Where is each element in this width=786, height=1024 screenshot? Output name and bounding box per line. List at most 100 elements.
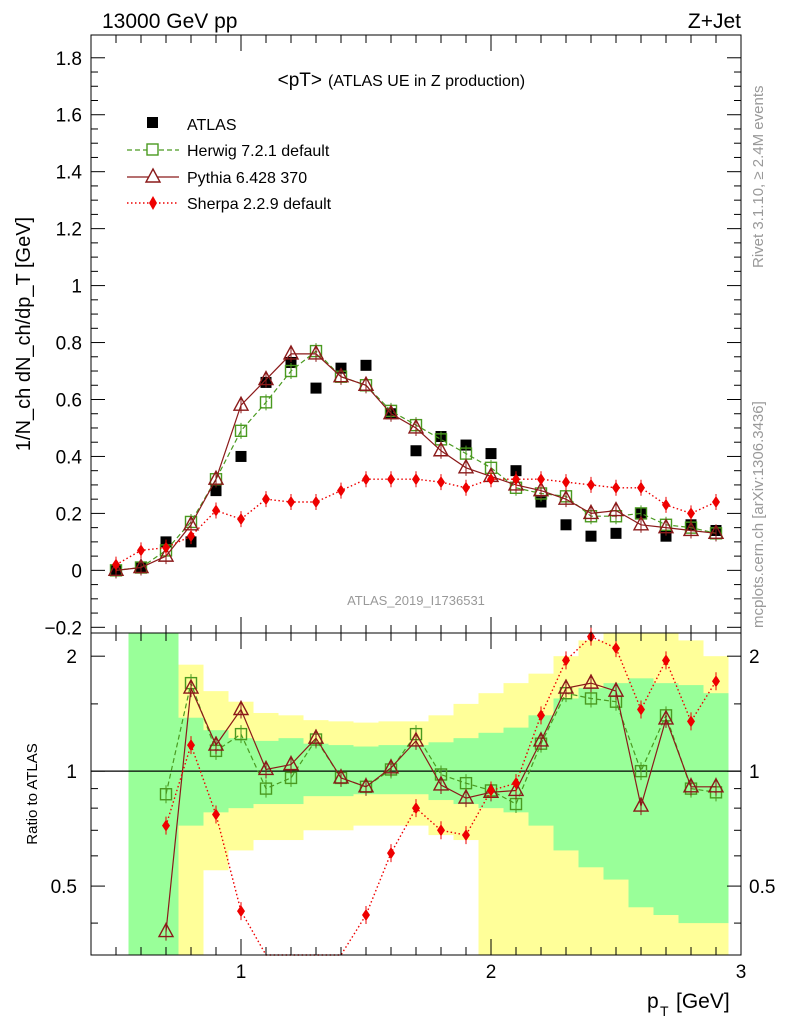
main-point-pythia: [407, 418, 425, 434]
main-line-pythia: [115, 353, 717, 571]
ratio-point-pythia: [632, 796, 650, 812]
main-point-herwig: [234, 424, 248, 438]
xtick-label: 3: [736, 962, 747, 983]
main-point-sherpa: [237, 513, 245, 526]
main-point-sherpa: [712, 496, 720, 509]
ratio-ytick-label-right: 1: [749, 762, 760, 783]
ratio-band-green: [603, 683, 629, 880]
main-point-pythia: [357, 375, 375, 391]
main-series-layer: [107, 343, 725, 579]
main-ytick-label: 1.4: [56, 163, 83, 184]
ratio-series-layer: [157, 627, 725, 956]
xlabel-t: T: [660, 1003, 669, 1019]
main-point-sherpa: [262, 493, 270, 506]
ratio-point-sherpa: [712, 675, 720, 688]
main-point-pythia: [257, 370, 275, 386]
main-point-pythia: [232, 395, 250, 411]
ratio-point-sherpa: [562, 654, 570, 667]
ratio-point-sherpa: [462, 829, 470, 842]
main-point-pythia: [632, 515, 650, 531]
ratio-point-sherpa: [437, 824, 445, 837]
main-point-sherpa: [287, 496, 295, 509]
main-point-sherpa: [562, 476, 570, 489]
main-point-sherpa: [637, 481, 645, 494]
main-point-atlas: [585, 530, 597, 542]
ratio-ytick-label: 2: [66, 647, 77, 668]
main-point-pythia: [457, 458, 475, 474]
main-point-sherpa: [462, 481, 470, 494]
ratio-axis-ticks: 0.5 0.5 1 1 2 2 1 2 3: [51, 633, 775, 983]
ratio-point-pythia: [382, 758, 400, 774]
ratio-point-pythia: [207, 735, 225, 751]
main-point-atlas: [510, 465, 522, 477]
ratio-point-herwig: [259, 782, 273, 795]
header-right: Z+Jet: [688, 10, 741, 33]
main-point-sherpa: [387, 473, 395, 486]
ratio-band-yellow: [503, 683, 529, 955]
ratio-panel: 0.5 0.5 1 1 2 2 1 2 3 Ratio to ATLAS: [24, 627, 775, 983]
ratio-point-pythia: [282, 755, 300, 771]
main-point-sherpa: [162, 541, 170, 554]
ratio-band-yellow: [478, 693, 504, 955]
ratio-point-sherpa: [662, 654, 670, 667]
ratio-point-pythia: [607, 681, 625, 697]
main-point-pythia: [507, 475, 525, 491]
main-title: <pT>: [278, 70, 322, 91]
ratio-point-pythia: [307, 728, 325, 744]
ratio-point-herwig: [634, 764, 648, 778]
main-ytick-label: 0.8: [56, 334, 82, 355]
main-point-atlas: [235, 450, 247, 462]
main-point-sherpa: [112, 558, 120, 571]
ratio-point-pythia: [532, 731, 550, 747]
main-ytick-label: 1.2: [56, 220, 82, 241]
legend-marker-atlas: [147, 117, 158, 128]
ratio-bands: [91, 633, 741, 955]
main-point-sherpa: [187, 530, 195, 543]
main-point-atlas: [460, 439, 472, 451]
main-point-pythia: [282, 344, 300, 360]
main-point-atlas: [210, 485, 222, 497]
main-panel: −0.2 0 0.2 0.4 0.6 0.8 1 1.2 1.4 1.6 1.8 <pT> (ATL…: [13, 34, 742, 639]
ratio-point-sherpa: [237, 905, 245, 918]
main-point-atlas: [310, 382, 322, 394]
ratio-point-herwig: [584, 692, 598, 705]
main-point-sherpa: [137, 544, 145, 557]
ratio-point-pythia: [157, 922, 175, 938]
xtick-label: 2: [486, 962, 497, 983]
ratio-ytick-label: 0.5: [51, 877, 77, 898]
main-point-sherpa: [212, 504, 220, 517]
ratio-band-green: [128, 633, 154, 955]
legend-label-atlas: ATLAS: [187, 117, 237, 134]
main-ytick-label: 0.2: [56, 504, 82, 525]
legend-marker-herwig: [146, 143, 159, 156]
main-ytick-label: −0.2: [44, 618, 82, 639]
ratio-point-pythia: [332, 768, 350, 784]
ratio-point-sherpa: [612, 642, 620, 655]
legend: ATLAS Herwig 7.2.1 default Pythia 6.428 …: [127, 117, 332, 213]
main-point-pythia: [682, 521, 700, 537]
ratio-ytick-label-right: 2: [749, 647, 760, 668]
ratio-point-sherpa: [637, 703, 645, 716]
header-left: 13000 GeV pp: [102, 10, 237, 33]
main-point-pythia: [382, 404, 400, 420]
main-point-pythia: [207, 469, 225, 485]
main-point-pythia: [307, 344, 325, 360]
ratio-point-pythia: [682, 777, 700, 793]
ratio-point-pythia: [507, 780, 525, 797]
main-point-sherpa: [437, 476, 445, 489]
ratio-band-green: [703, 693, 729, 924]
main-ytick-label: 1.6: [56, 106, 82, 127]
ratio-band-green: [578, 688, 604, 868]
ratio-point-pythia: [232, 700, 250, 716]
ratio-point-pythia: [182, 678, 200, 694]
main-point-sherpa: [587, 478, 595, 491]
main-point-sherpa: [687, 507, 695, 520]
rivet-label: Rivet 3.1.10, ≥ 2.4M events: [750, 86, 767, 269]
ratio-point-sherpa: [162, 819, 170, 832]
main-point-sherpa: [412, 473, 420, 486]
main-point-atlas: [360, 359, 372, 371]
xtick-label: 1: [236, 962, 247, 983]
main-point-sherpa: [537, 473, 545, 486]
main-point-herwig: [259, 396, 273, 409]
